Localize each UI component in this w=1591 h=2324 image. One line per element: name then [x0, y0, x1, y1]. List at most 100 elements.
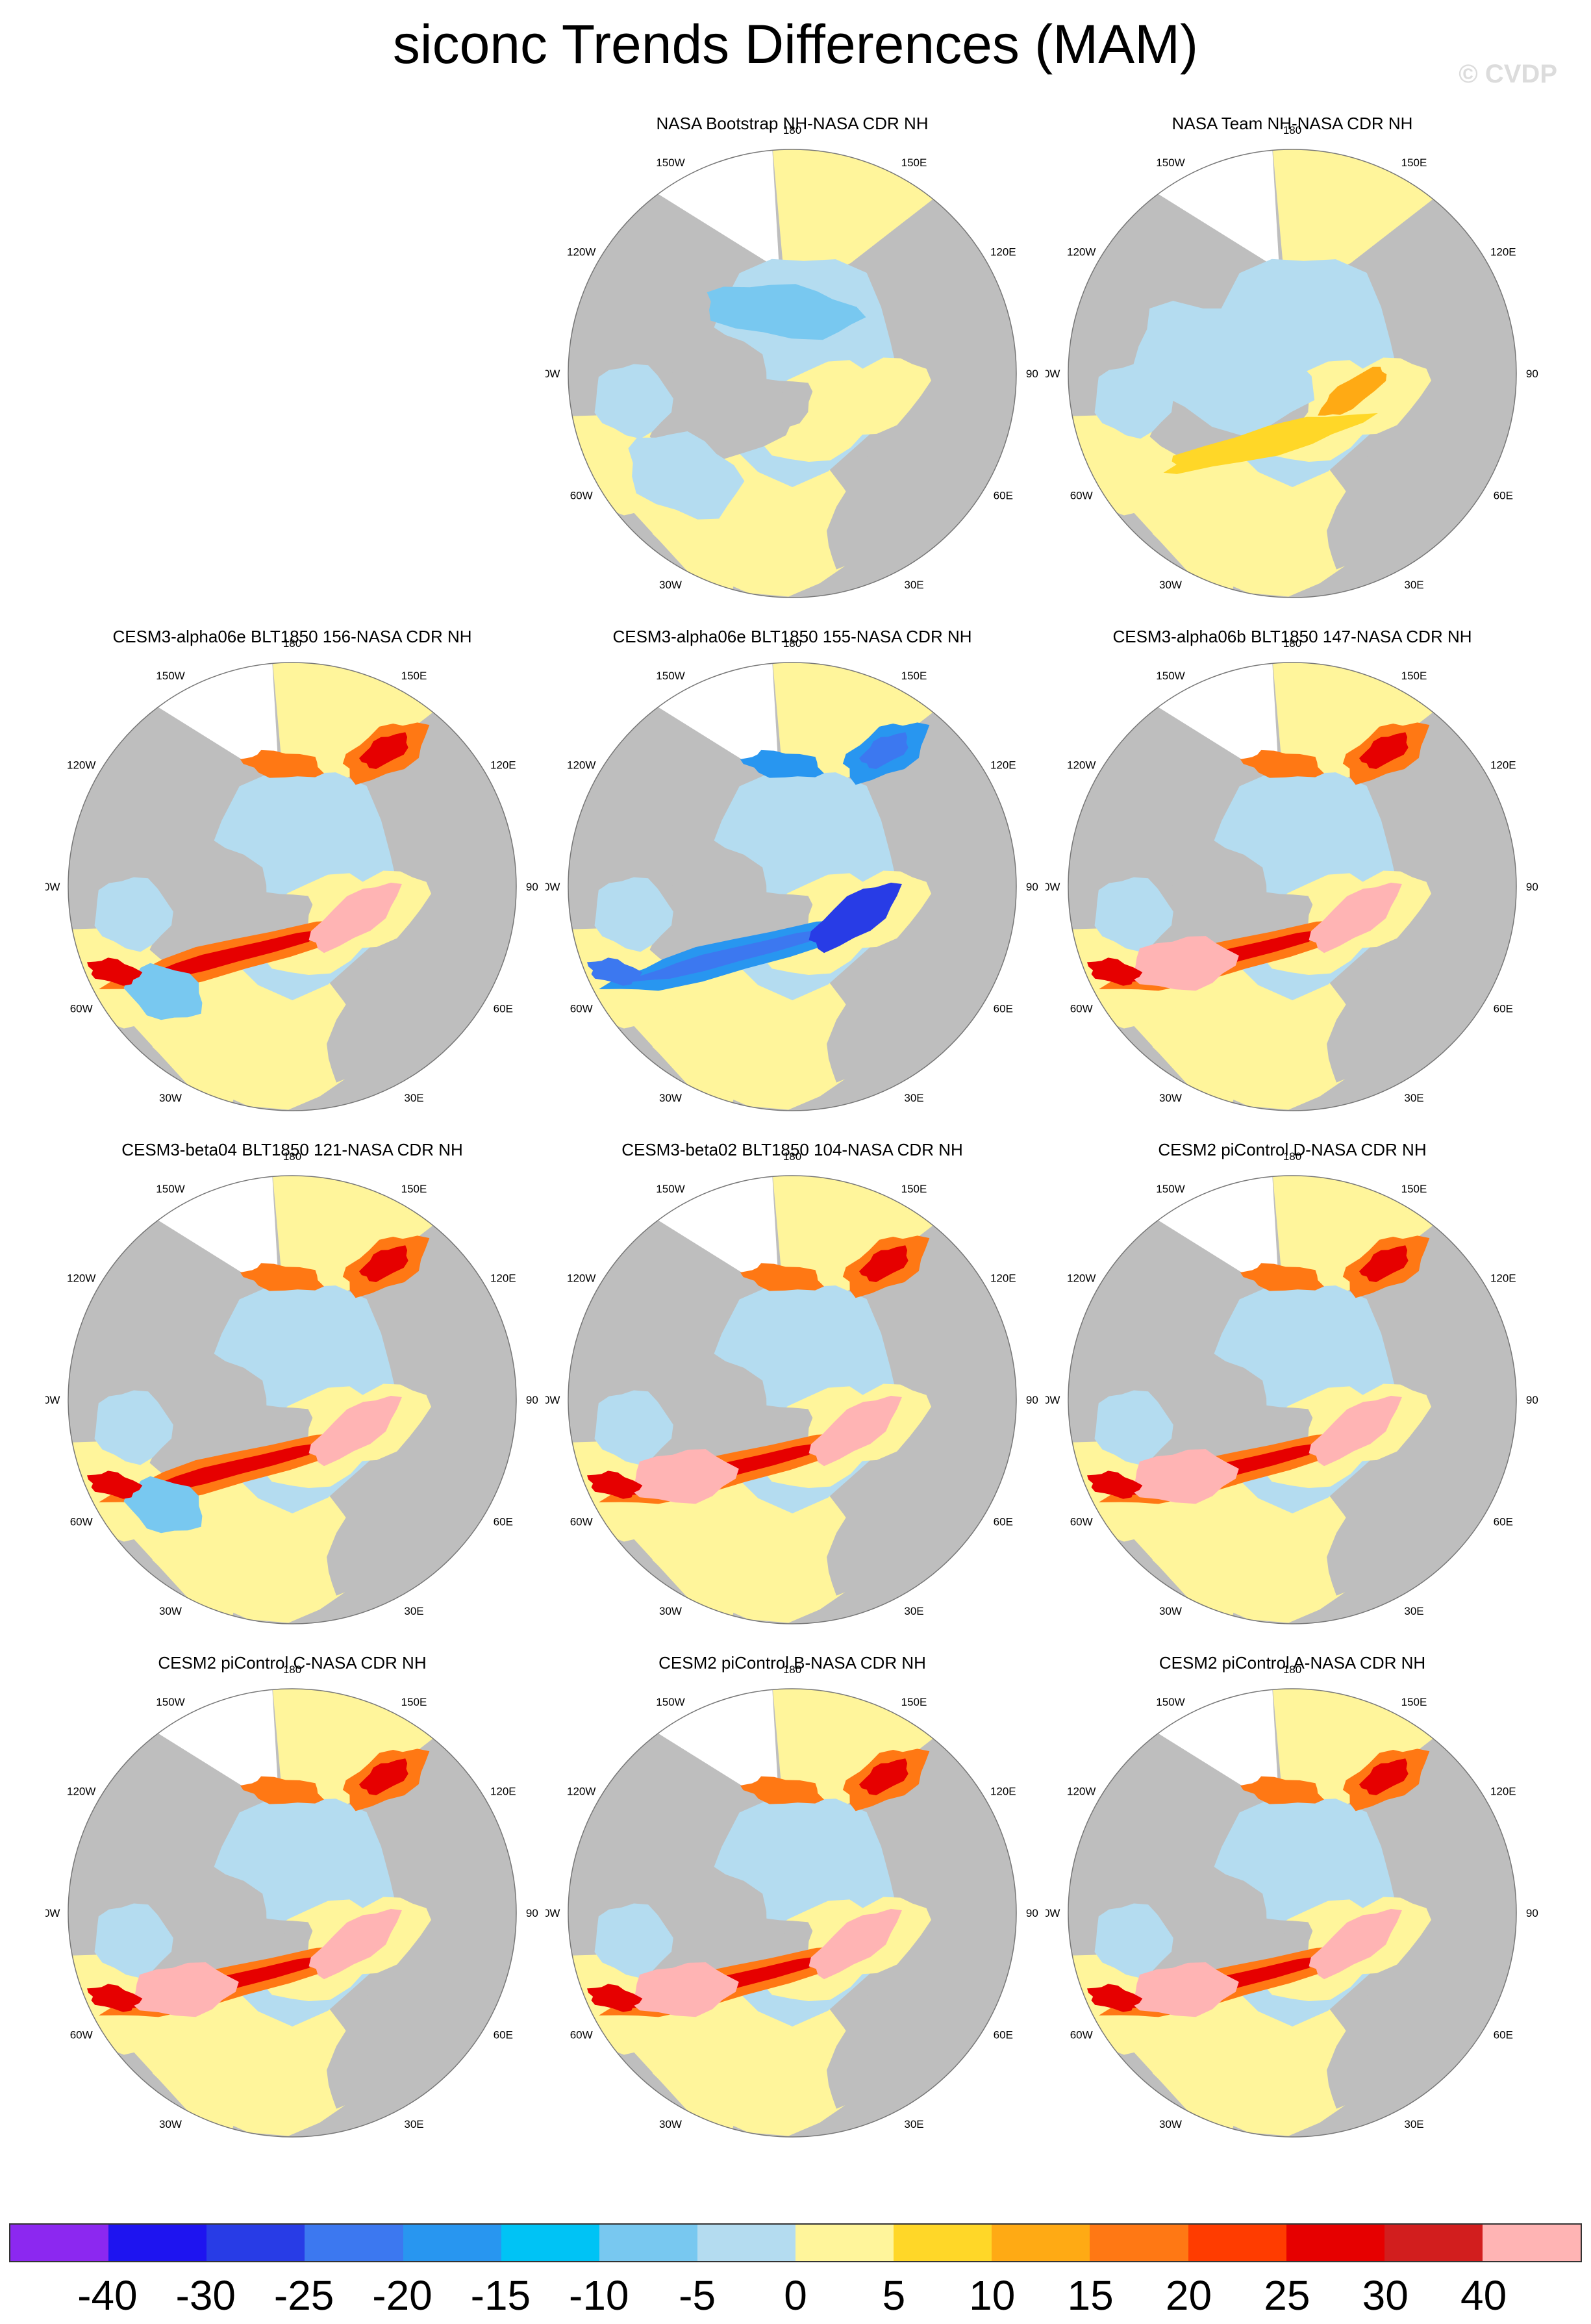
longitude-label: 60E [494, 1003, 513, 1015]
colorbar-box [992, 2225, 1090, 2261]
longitude-label: 90W [45, 1394, 60, 1406]
longitude-label: 150E [901, 1183, 927, 1195]
colorbar-box [894, 2225, 992, 2261]
longitude-label: 30W [659, 579, 682, 591]
colorbar-tick-label: -10 [569, 2272, 629, 2319]
longitude-label: 150E [1401, 670, 1427, 682]
longitude-label: 150E [401, 1183, 427, 1195]
longitude-label: 30W [159, 2118, 182, 2130]
longitude-label: 30W [1159, 2118, 1182, 2130]
longitude-label: 150E [401, 1696, 427, 1708]
longitude-label: 60W [1070, 490, 1093, 502]
longitude-label: 120W [567, 1272, 595, 1285]
longitude-label: 90W [545, 1394, 560, 1406]
longitude-label: 150E [901, 157, 927, 169]
longitude-label: 150W [1156, 1183, 1184, 1195]
longitude-label: 60E [1494, 2029, 1513, 2041]
panel-title: CESM2 piControl A-NASA CDR NH [1159, 1653, 1426, 1673]
colorbar-box [796, 2225, 894, 2261]
map-panel: CESM3-alpha06e BLT1850 155-NASA CDR NH 18… [545, 627, 1039, 1120]
longitude-label: 30E [1404, 1092, 1423, 1104]
polar-map: 180150E120E90E60E30E030W60W90W120W150W [545, 1663, 1039, 2138]
longitude-label: 150W [1156, 157, 1184, 169]
colorbar-tick-label: 25 [1264, 2272, 1310, 2319]
longitude-label: 180 [283, 1150, 301, 1163]
longitude-label: 180 [783, 1663, 801, 1676]
longitude-label: 120E [490, 759, 516, 772]
colorbar-tick-label: 30 [1362, 2272, 1409, 2319]
longitude-label: 60E [994, 1003, 1013, 1015]
longitude-label: 30E [404, 2118, 423, 2130]
longitude-label: 30E [904, 2118, 923, 2130]
colorbar-box [1090, 2225, 1188, 2261]
longitude-label: 90W [545, 1907, 560, 1919]
polar-map: 180150E120E90E60E30E030W60W90W120W150W [545, 1150, 1039, 1624]
longitude-label: 30E [904, 1092, 923, 1104]
panel-title: NASA Team NH-NASA CDR NH [1171, 114, 1413, 133]
longitude-label: 150E [1401, 1183, 1427, 1195]
longitude-label: 120E [990, 246, 1016, 259]
map-panel: NASA Bootstrap NH-NASA CDR NH 180 150E 120E… [545, 114, 1039, 607]
longitude-label: 60W [570, 1003, 593, 1015]
panel-title: CESM2 piControl B-NASA CDR NH [658, 1653, 926, 1673]
colorbar-box [697, 2225, 796, 2261]
longitude-label: 30E [1404, 2118, 1423, 2130]
longitude-label: 90W [545, 368, 560, 380]
longitude-label: 90E [1026, 368, 1039, 380]
longitude-label: 150W [156, 1183, 184, 1195]
longitude-label: 90E [1526, 1394, 1539, 1406]
colorbar-box [207, 2225, 305, 2261]
longitude-label: 60E [494, 1516, 513, 1528]
longitude-label: 120W [1067, 1786, 1096, 1798]
longitude-label: 60E [1494, 1516, 1513, 1528]
longitude-label: 90E [1526, 1907, 1539, 1919]
colorbar-labels: -40 -30 -25 -20 -15 -10 -5 0 5 10 15 20 25 30 40 [9, 2269, 1582, 2324]
longitude-label: 30E [904, 1605, 923, 1617]
longitude-label: 60E [494, 2029, 513, 2041]
colorbar-tick-label: 10 [969, 2272, 1016, 2319]
longitude-label: 150E [901, 670, 927, 682]
longitude-label: 90E [1026, 1907, 1039, 1919]
longitude-label: 30W [159, 1092, 182, 1104]
longitude-label: 120E [990, 1272, 1016, 1285]
longitude-label: 60E [994, 490, 1013, 502]
panel-title: NASA Bootstrap NH-NASA CDR NH [656, 114, 929, 133]
longitude-label: 120E [990, 1786, 1016, 1798]
longitude-label: 60E [994, 2029, 1013, 2041]
longitude-label: 120W [67, 759, 95, 772]
polar-map: 180150E120E90E60E30E030W60W90W120W150W [1046, 1663, 1539, 2138]
longitude-label: 180 [283, 637, 301, 650]
map-panel: CESM3-alpha06b BLT1850 147-NASA CDR NH 18… [1046, 627, 1539, 1120]
longitude-label: 30E [1404, 579, 1423, 591]
longitude-label: 150W [656, 1696, 684, 1708]
longitude-label: 30E [404, 1605, 423, 1617]
polar-map: 180150E120E90E60E30E030W60W90W120W150W [45, 1150, 539, 1624]
panel-title: CESM3-alpha06e BLT1850 156-NASA CDR NH [112, 627, 472, 646]
colorbar-tick-label: -25 [273, 2272, 334, 2319]
longitude-label: 30W [1159, 1605, 1182, 1617]
longitude-label: 90W [1046, 881, 1060, 893]
longitude-label: 60W [1070, 1003, 1093, 1015]
panel-title: CESM2 piControl D-NASA CDR NH [1158, 1140, 1427, 1159]
colorbar-box [1384, 2225, 1483, 2261]
colorbar-tick-label: -20 [372, 2272, 432, 2319]
map-panel: CESM3-beta04 BLT1850 121-NASA CDR NH 180 1… [45, 1140, 539, 1634]
figure-title: siconc Trends Differences (MAM) [392, 14, 1199, 75]
longitude-label: 120W [567, 759, 595, 772]
colorbar-tick-label: -15 [470, 2272, 531, 2319]
longitude-label: 30E [404, 1092, 423, 1104]
longitude-label: 60W [70, 1516, 93, 1528]
longitude-label: 120W [1067, 1272, 1096, 1285]
longitude-label: 90W [545, 881, 560, 893]
longitude-label: 30W [659, 1605, 682, 1617]
longitude-label: 180 [783, 124, 801, 136]
longitude-label: 60W [70, 1003, 93, 1015]
longitude-label: 150W [1156, 1696, 1184, 1708]
colorbar-tick-label: -5 [679, 2272, 716, 2319]
longitude-label: 90W [45, 881, 60, 893]
colorbar-tick-label: -40 [77, 2272, 138, 2319]
longitude-label: 30E [904, 579, 923, 591]
longitude-label: 60E [1494, 1003, 1513, 1015]
colorbar-tick-label: 0 [784, 2272, 807, 2319]
